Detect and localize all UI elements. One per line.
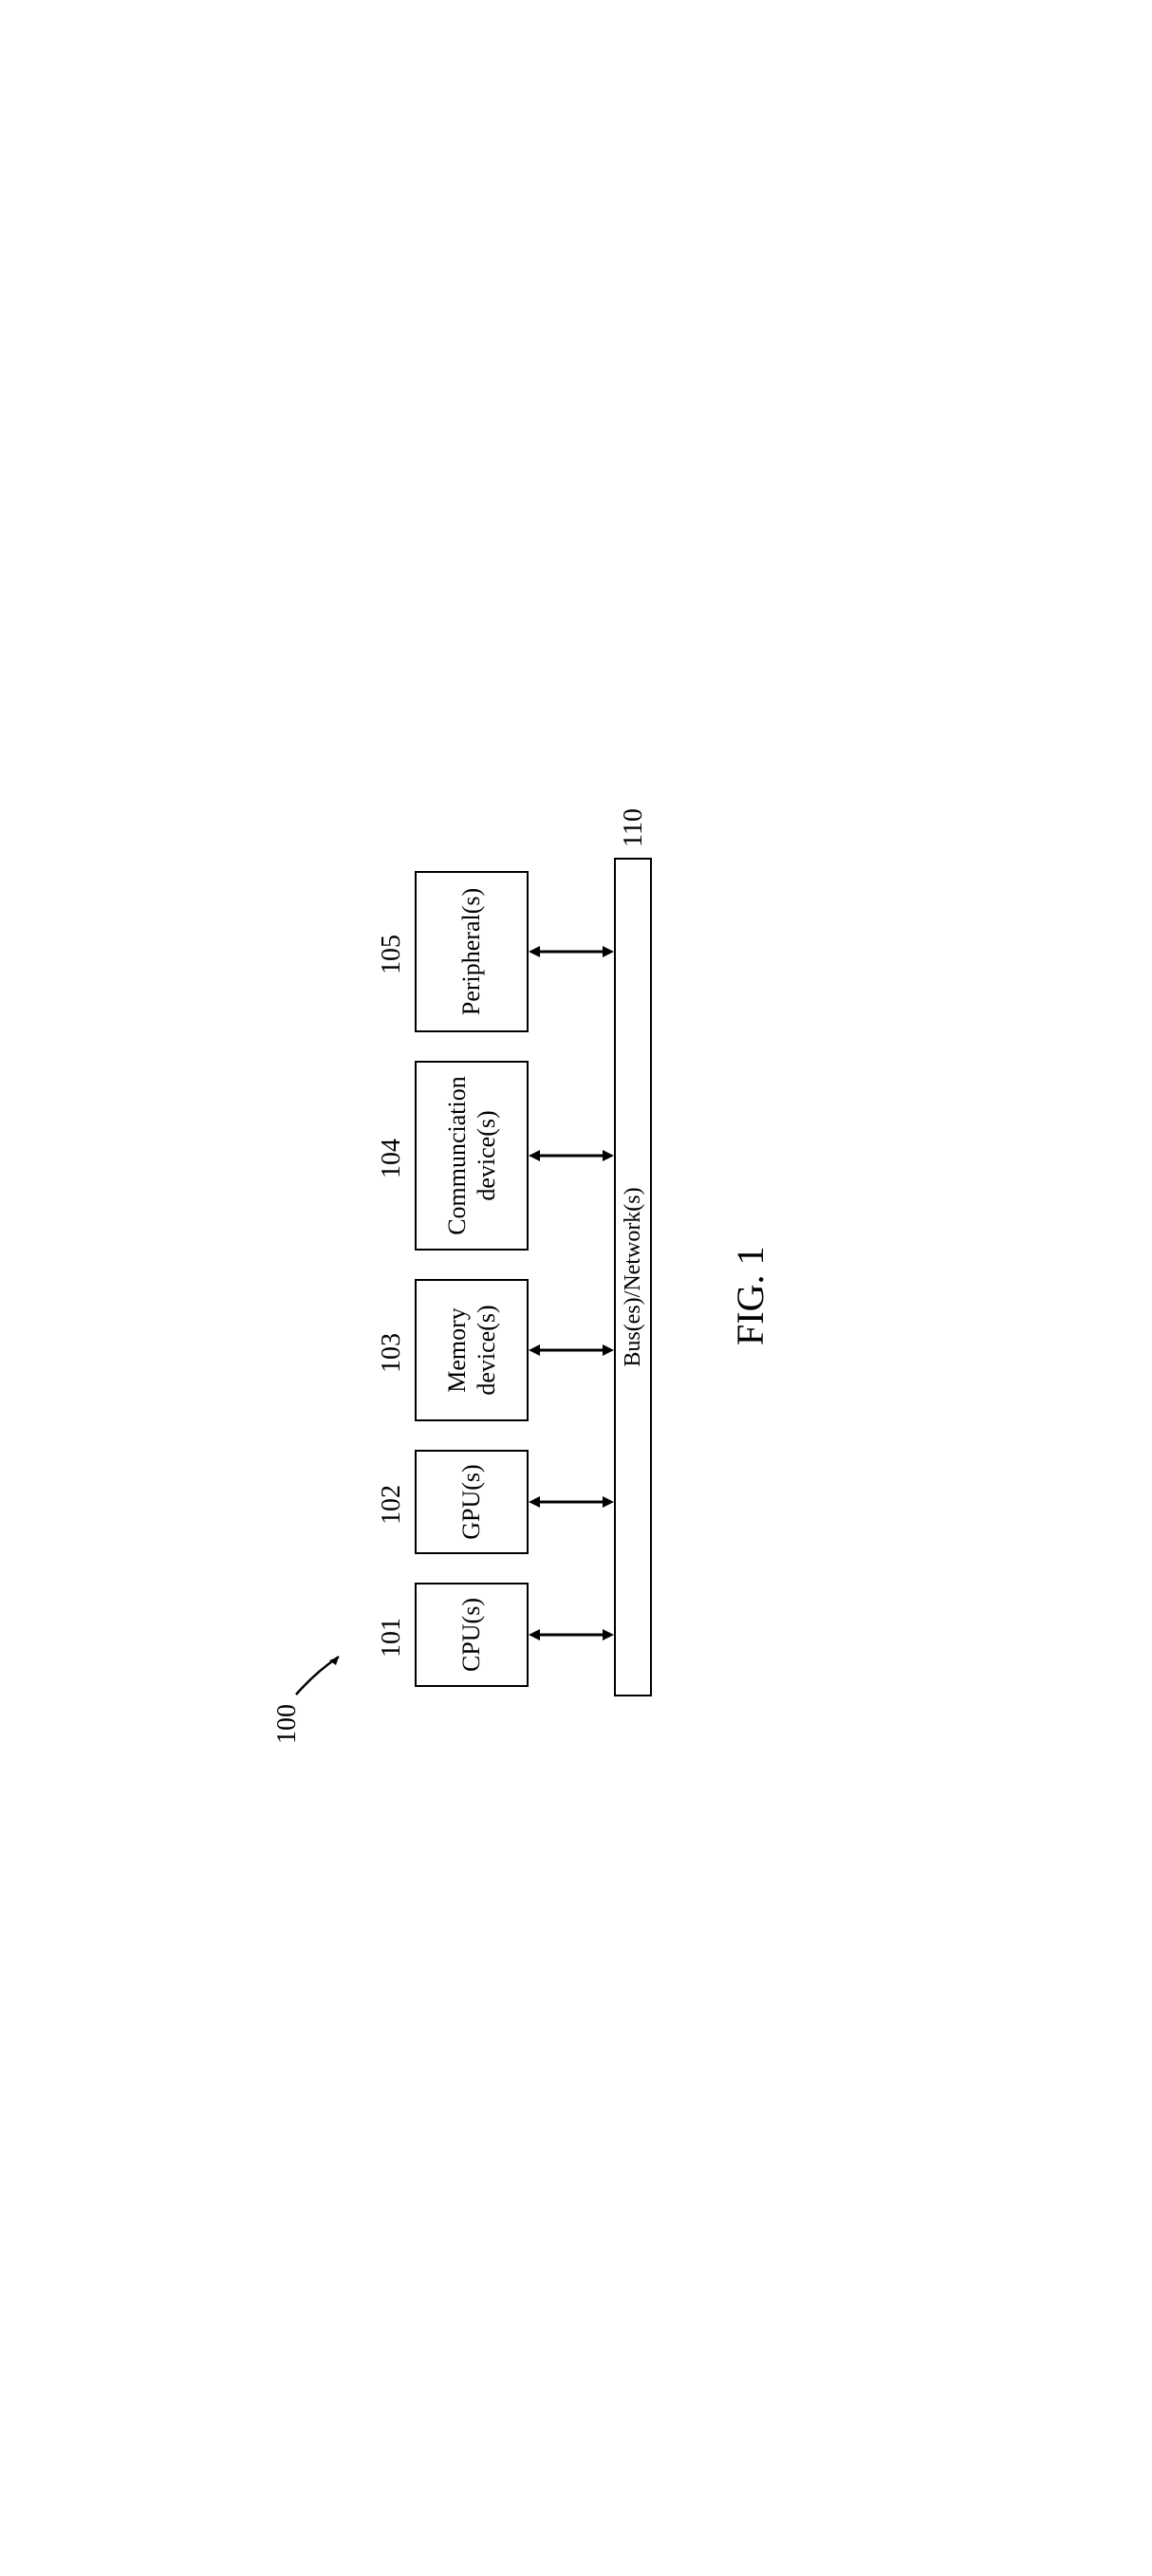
peripheral-bus-arrow xyxy=(529,942,614,961)
figure-caption: FIG. 1 xyxy=(728,1246,772,1344)
gpu-block: GPU(s) xyxy=(415,1450,529,1554)
memory-block: Memory device(s) xyxy=(415,1279,529,1421)
system-ref: 100 xyxy=(272,1704,303,1744)
system-ref-arrow xyxy=(291,1642,358,1699)
memory-bus-arrow xyxy=(529,1341,614,1360)
gpu-bus-arrow xyxy=(529,1492,614,1511)
comm-block: Communciation device(s) xyxy=(415,1061,529,1251)
cpu-bus-arrow xyxy=(529,1625,614,1644)
bus-ref: 110 xyxy=(619,808,649,847)
memory-ref: 103 xyxy=(377,1333,407,1373)
page: 100 CPU(s) 101 GPU(s) 102 Memory device(… xyxy=(0,0,1152,2576)
comm-bus-arrow xyxy=(529,1146,614,1165)
cpu-ref: 101 xyxy=(377,1618,407,1658)
peripheral-ref: 105 xyxy=(377,935,407,974)
gpu-ref: 102 xyxy=(377,1485,407,1525)
comm-ref: 104 xyxy=(377,1139,407,1178)
figure-1-diagram: 100 CPU(s) 101 GPU(s) 102 Memory device(… xyxy=(244,814,908,1763)
peripheral-block: Peripheral(s) xyxy=(415,871,529,1032)
bus-block: Bus(es)/Network(s) xyxy=(614,858,652,1696)
cpu-block: CPU(s) xyxy=(415,1583,529,1687)
